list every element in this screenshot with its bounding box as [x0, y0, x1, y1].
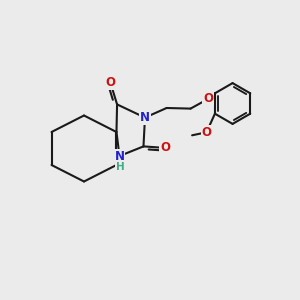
- Text: O: O: [203, 92, 213, 105]
- Text: O: O: [106, 76, 116, 89]
- Text: H: H: [116, 162, 124, 172]
- Text: N: N: [115, 149, 124, 163]
- Text: N: N: [140, 111, 150, 124]
- Text: O: O: [160, 141, 170, 154]
- Text: O: O: [202, 126, 212, 139]
